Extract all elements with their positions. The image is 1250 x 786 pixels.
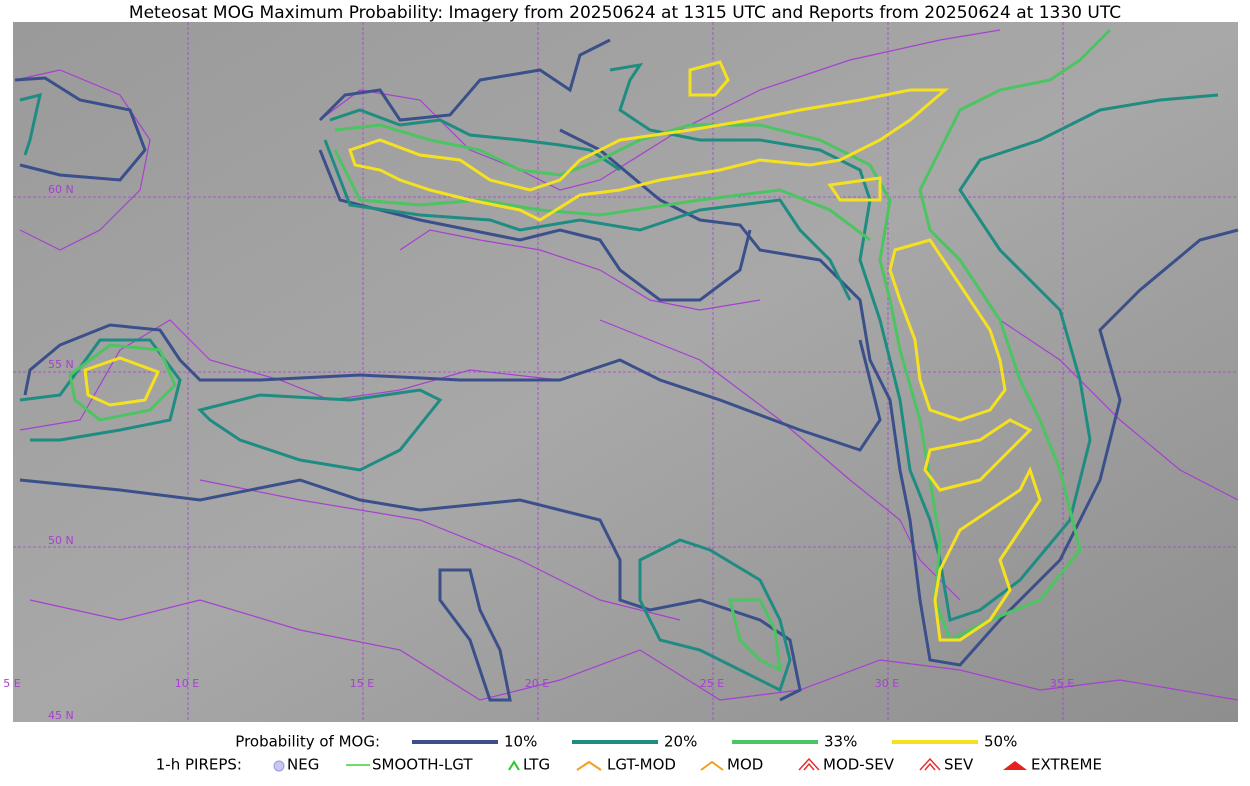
legend-label: EXTREME xyxy=(1031,756,1102,774)
lon-label: 35 E xyxy=(1050,677,1074,690)
legend-label: 20% xyxy=(664,733,697,751)
legend-symbol xyxy=(273,760,285,772)
map: 60 N 55 N 50 N 45 N 5 E 10 E 15 E 20 E 25 E 30 E… xyxy=(3,22,1239,722)
lat-label: 55 N xyxy=(48,358,74,371)
lon-label: 25 E xyxy=(700,677,724,690)
lon-label: 30 E xyxy=(875,677,899,690)
legend-symbol xyxy=(576,760,602,771)
legend-label: NEG xyxy=(287,756,319,774)
contours xyxy=(14,28,1239,702)
legend-symbol xyxy=(798,757,820,771)
lon-label: 10 E xyxy=(175,677,199,690)
legend-label: MOD-SEV xyxy=(823,756,895,774)
legend-symbol xyxy=(700,760,724,771)
lon-label: 20 E xyxy=(525,677,549,690)
legend: Probability of MOG: 10% 20% 33% 50% 1-h PIR… xyxy=(156,733,1102,774)
lon-label: 5 E xyxy=(3,677,20,690)
legend-label: LGT-MOD xyxy=(607,756,676,774)
lat-label: 45 N xyxy=(48,709,74,722)
legend-label: 10% xyxy=(504,733,537,751)
legend-label: SEV xyxy=(944,756,974,774)
lat-label: 60 N xyxy=(48,183,74,196)
legend-title: Probability of MOG: xyxy=(235,733,380,751)
coastlines xyxy=(14,29,1239,701)
legend-symbol xyxy=(508,760,520,771)
legend-label: 33% xyxy=(824,733,857,751)
lon-label: 15 E xyxy=(350,677,374,690)
legend-title: 1-h PIREPS: xyxy=(156,756,242,774)
legend-label: MOD xyxy=(727,756,763,774)
legend-symbol xyxy=(1003,761,1027,770)
legend-label: SMOOTH-LGT xyxy=(372,756,473,774)
lat-label: 50 N xyxy=(48,534,74,547)
legend-symbol xyxy=(919,757,941,771)
legend-label: LTG xyxy=(523,756,550,774)
legend-label: 50% xyxy=(984,733,1017,751)
title: Meteosat MOG Maximum Probability: Imager… xyxy=(129,3,1121,23)
